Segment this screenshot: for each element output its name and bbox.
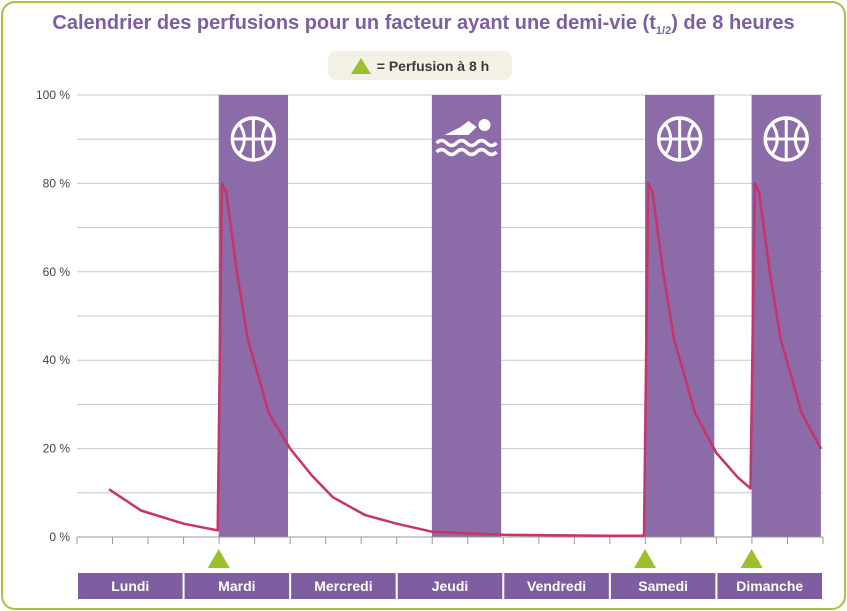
day-band (397, 573, 503, 599)
day-band (717, 573, 822, 599)
day-label: Lundi (111, 578, 149, 594)
day-band (78, 573, 183, 599)
day-label: Mercredi (314, 578, 372, 594)
day-label: Mardi (218, 578, 255, 594)
basketball-icon (763, 116, 809, 162)
infusion-marker (740, 549, 763, 568)
y-tick-label: 0 % (49, 530, 70, 544)
basketball-icon (230, 116, 277, 162)
activity-band (645, 95, 715, 537)
day-label: Jeudi (432, 578, 469, 594)
legend-label: = Perfusion à 8 h (376, 57, 490, 74)
infusion-marker-icon (350, 57, 371, 74)
y-tick-label: 60 % (43, 265, 71, 279)
day-band (291, 573, 396, 599)
day-band (610, 573, 716, 599)
y-tick-label: 80 % (43, 176, 71, 190)
day-label: Vendredi (527, 578, 586, 594)
y-tick-label: 20 % (43, 442, 71, 456)
activity-band (751, 95, 821, 537)
day-band (184, 573, 290, 599)
day-label: Samedi (638, 578, 688, 594)
chart-legend: = Perfusion à 8 h (328, 51, 512, 80)
chart-title: Calendrier des perfusions pour un facteu… (0, 12, 847, 37)
y-tick-label: 100 % (36, 88, 70, 102)
activity-band (431, 95, 502, 537)
basketball-icon (656, 116, 703, 162)
chart-title-sub: 1/2 (655, 25, 672, 37)
infusion-marker (634, 549, 657, 568)
factor-level-curve (108, 182, 822, 537)
day-band (504, 573, 609, 599)
y-tick-label: 40 % (43, 353, 71, 367)
chart-title-main: Calendrier des perfusions pour un facteu… (52, 12, 656, 34)
chart-title-end: ) de 8 heures (671, 12, 795, 34)
infusion-marker (207, 549, 230, 568)
day-label: Dimanche (736, 578, 803, 594)
activity-band (218, 95, 289, 537)
